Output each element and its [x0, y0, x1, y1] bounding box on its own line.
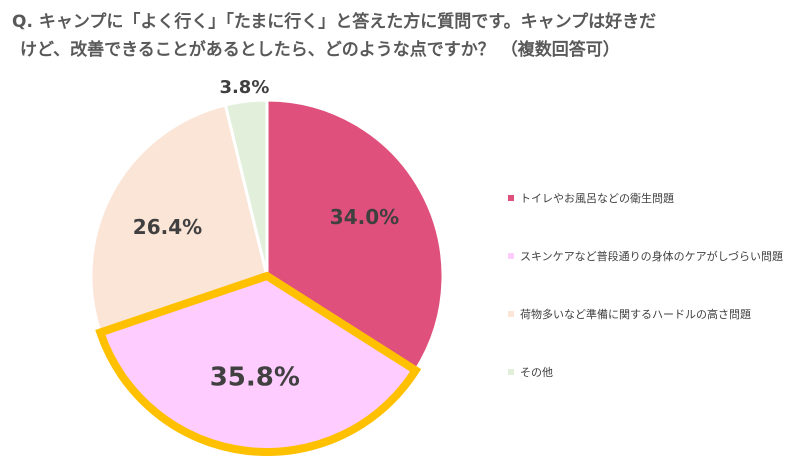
- chart-title-line-2: けど、改善できることがあるとしたら、どのような点ですか？ （複数回答可）: [20, 40, 620, 60]
- legend-swatch-icon: [508, 253, 514, 259]
- chart-title-line-1: Q. キャンプに「よく行く」「たまに行く」と答えた方に質問です。キャンプは好きだ: [12, 12, 657, 32]
- pie-slice-3: [89, 103, 269, 334]
- legend-swatch-icon: [508, 311, 514, 317]
- legend-item-2: スキンケアなど普段通りの身体のケアがしづらい問題: [508, 248, 804, 306]
- pie-slice-4: [223, 98, 269, 278]
- chart-legend: トイレやお風呂などの衛生問題スキンケアなど普段通りの身体のケアがしづらい問題 荷物…: [508, 190, 804, 422]
- legend-label: 荷物多いなど準備に関するハードルの高さ問題: [520, 308, 751, 321]
- legend-label: トイレやお風呂などの衛生問題: [520, 192, 674, 205]
- highlight-outline: [95, 271, 422, 456]
- pie-value-labels: 34.0% 35.8% 26.4% 3.8%: [133, 77, 399, 393]
- chart-title: Q. キャンプに「よく行く」「たまに行く」と答えた方に質問です。キャンプは好きだ…: [12, 8, 802, 64]
- legend-swatch-icon: [508, 195, 514, 201]
- legend-label: スキンケアなど普段通りの身体のケアがしづらい問題: [520, 250, 784, 263]
- pie-value-label-2: 35.8%: [210, 362, 300, 392]
- legend-item-4: その他: [508, 364, 804, 422]
- legend-item-1: トイレやお風呂などの衛生問題: [508, 190, 804, 248]
- pie-value-label-1: 34.0%: [330, 205, 399, 229]
- pie-value-label-4: 3.8%: [219, 77, 269, 98]
- legend-item-3: 荷物多いなど準備に関するハードルの高さ問題: [508, 306, 804, 364]
- pie-value-label-3: 26.4%: [133, 215, 202, 239]
- pie-slices: [89, 98, 445, 456]
- legend-label: その他: [520, 366, 553, 379]
- legend-swatch-icon: [508, 369, 514, 375]
